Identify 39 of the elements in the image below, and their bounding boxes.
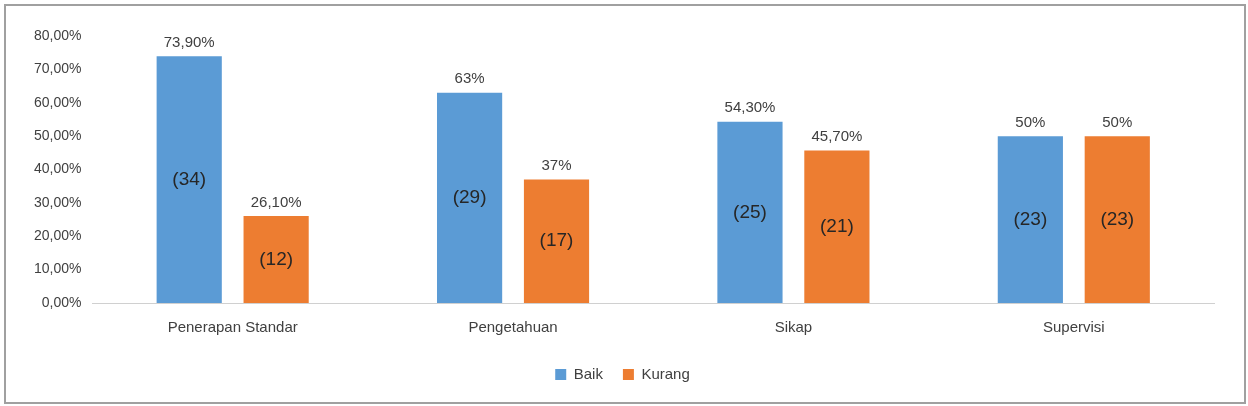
data-label: 63% <box>454 69 485 87</box>
y-tick-label: 10,00% <box>34 260 82 277</box>
data-label: 26,10% <box>250 192 302 210</box>
bar <box>804 150 870 303</box>
annotation: (12) <box>259 247 294 269</box>
data-label: 50% <box>1015 112 1046 130</box>
data-label: 73,90% <box>163 33 215 50</box>
annotation: (17) <box>539 229 574 251</box>
y-tick-label: 0,00% <box>41 293 82 310</box>
annotation: (23) <box>1100 207 1135 229</box>
data-label: 50% <box>1102 112 1133 130</box>
bar <box>717 121 783 303</box>
annotation: (29) <box>452 186 487 208</box>
x-tick-label: Sikap <box>774 318 813 336</box>
bar <box>243 215 309 303</box>
annotation: (34) <box>172 167 207 189</box>
annotation: (25) <box>733 200 767 222</box>
x-tick-label: Supervisi <box>1042 318 1105 336</box>
legend-label: Baik <box>573 364 604 382</box>
data-label: 54,30% <box>724 98 776 116</box>
bar <box>437 92 503 303</box>
bar <box>156 56 222 303</box>
y-tick-label: 60,00% <box>34 93 82 110</box>
x-tick-label: Pengetahuan <box>468 318 558 336</box>
annotation: (23) <box>1013 207 1048 229</box>
y-tick-label: 30,00% <box>34 193 82 210</box>
annotation: (21) <box>819 214 854 236</box>
bar <box>1084 136 1150 303</box>
bar <box>523 179 590 303</box>
data-label: 37% <box>541 156 572 174</box>
x-tick-label: Penerapan Standar <box>167 318 298 336</box>
y-tick-label: 50,00% <box>34 126 82 143</box>
legend-label: Kurang <box>641 364 690 382</box>
y-tick-label: 40,00% <box>34 160 82 177</box>
y-tick-label: 20,00% <box>34 227 82 244</box>
y-tick-label: 70,00% <box>34 60 82 77</box>
data-label: 45,70% <box>811 127 863 145</box>
y-tick-label: 80,00% <box>34 26 82 43</box>
bar <box>997 136 1063 303</box>
